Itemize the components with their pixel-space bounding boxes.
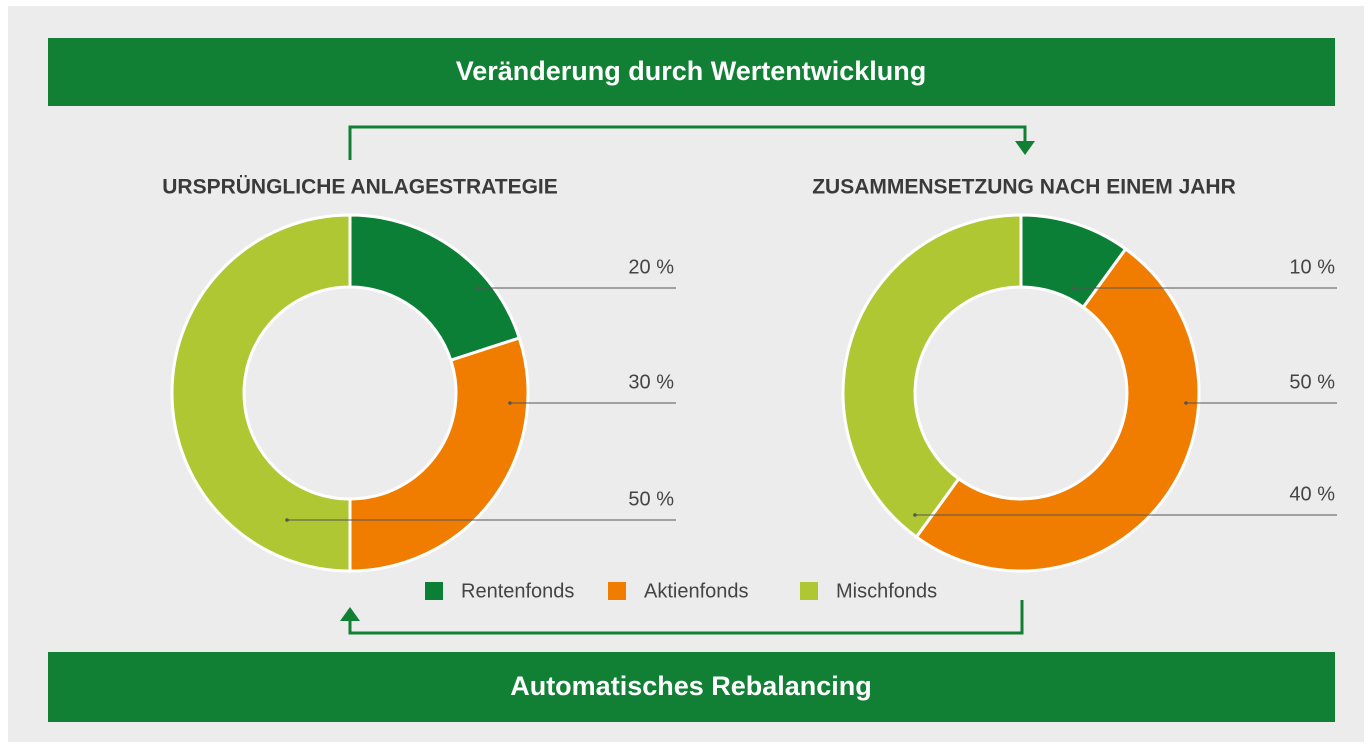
top-connector — [348, 125, 1027, 160]
leader-dot — [508, 401, 512, 405]
value-label: 50 % — [628, 488, 674, 510]
value-label: 30 % — [628, 371, 674, 393]
leader-dot — [1184, 401, 1188, 405]
bottom-banner-text: Automatisches Rebalancing — [510, 671, 872, 701]
legend-swatch — [425, 582, 443, 600]
arrow-head — [1015, 141, 1035, 155]
donut-slice — [170, 213, 352, 573]
legend-label: Rentenfonds — [461, 580, 574, 602]
donut-slice — [348, 213, 522, 363]
bottom-connector — [348, 600, 1024, 635]
legend-swatch — [800, 582, 818, 600]
value-label: 40 % — [1289, 483, 1335, 505]
legend-label: Aktienfonds — [644, 580, 749, 602]
leader-dot — [285, 518, 289, 522]
bottom-banner — [48, 652, 1335, 722]
legend-label: Mischfonds — [836, 580, 937, 602]
leader-dot — [476, 286, 480, 290]
top-banner — [48, 38, 1335, 106]
top-banner-text: Veränderung durch Wertentwicklung — [456, 56, 927, 86]
arrow-head — [340, 607, 360, 621]
donut-slice — [348, 336, 530, 573]
donut-slice — [841, 213, 1023, 540]
value-label: 50 % — [1289, 371, 1335, 393]
leader-dot — [1071, 286, 1075, 290]
donut-slice — [914, 246, 1201, 573]
value-label: 20 % — [628, 256, 674, 278]
leader-dot — [913, 513, 917, 517]
legend-swatch — [608, 582, 626, 600]
chart-title: URSPRÜNGLICHE ANLAGESTRATEGIE — [162, 176, 558, 199]
chart-title: ZUSAMMENSETZUNG NACH EINEM JAHR — [812, 176, 1236, 199]
value-label: 10 % — [1289, 256, 1335, 278]
